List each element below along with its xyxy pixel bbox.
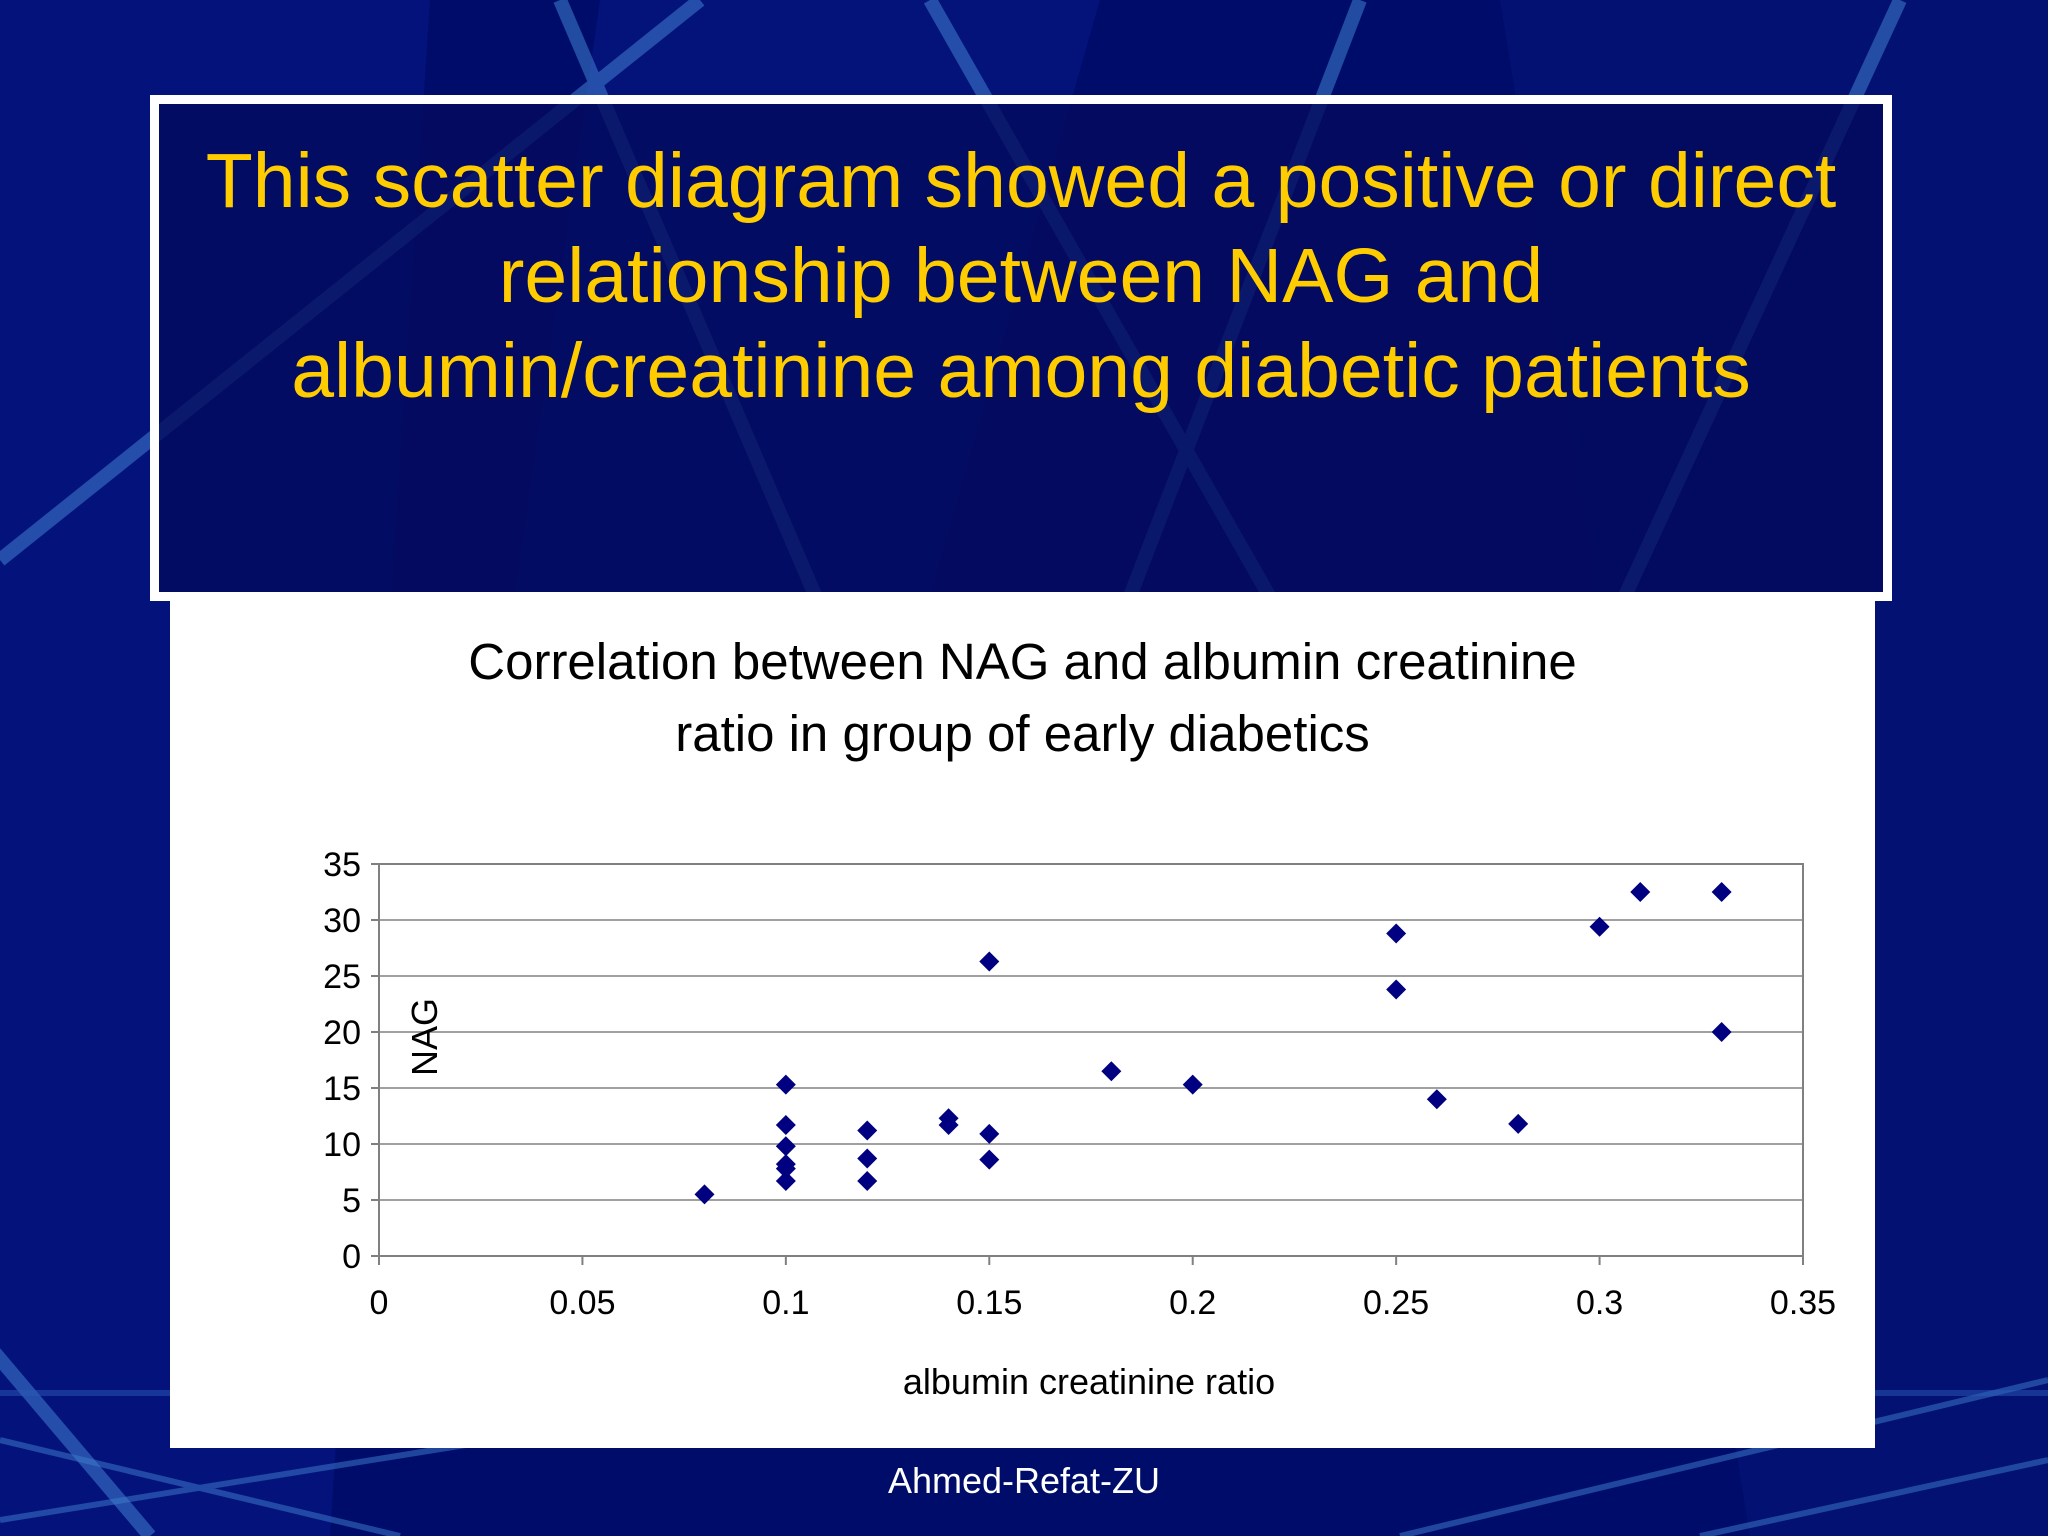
data-point bbox=[1508, 1113, 1529, 1134]
axes bbox=[371, 863, 1804, 1265]
chart-title-line-1: Correlation between NAG and albumin crea… bbox=[468, 633, 1577, 690]
chart-title-line-2: ratio in group of early diabetics bbox=[675, 705, 1370, 762]
data-point bbox=[1386, 923, 1407, 944]
chart-panel: Correlation between NAG and albumin crea… bbox=[170, 596, 1875, 1448]
plot-area-frame bbox=[378, 863, 1804, 1257]
y-tick-label: 0 bbox=[342, 1238, 361, 1276]
data-point bbox=[1426, 1089, 1447, 1110]
y-tick-label: 25 bbox=[323, 958, 361, 996]
data-point bbox=[1589, 916, 1610, 937]
slide-title-line-3: albumin/creatinine among diabetic patien… bbox=[291, 328, 1751, 414]
data-point bbox=[775, 1154, 796, 1175]
y-tick-label: 5 bbox=[342, 1182, 361, 1220]
y-axis-label: NAG bbox=[404, 998, 445, 1076]
data-point bbox=[1182, 1074, 1203, 1095]
slide-title-line-1: This scatter diagram showed a positive o… bbox=[205, 138, 1837, 224]
x-tick-label: 0.3 bbox=[1576, 1284, 1623, 1322]
data-point bbox=[938, 1108, 959, 1129]
footer-credit: Ahmed-Refat-ZU bbox=[887, 1460, 1161, 1501]
data-point bbox=[694, 1184, 715, 1205]
x-tick-label: 0 bbox=[370, 1284, 389, 1322]
x-tick-label: 0.05 bbox=[549, 1284, 615, 1322]
y-tick-label: 15 bbox=[323, 1070, 361, 1108]
data-point bbox=[857, 1148, 878, 1169]
scatter-chart: 0 5 10 15 20 25 30 35 0 0.05 0.1 0.15 0.2 0.25 0.3 0.35… bbox=[323, 846, 1836, 1402]
data-point bbox=[775, 1136, 796, 1157]
data-point bbox=[979, 1123, 1000, 1144]
data-point bbox=[979, 951, 1000, 972]
data-point bbox=[1101, 1061, 1122, 1082]
x-tick-label: 0.25 bbox=[1363, 1284, 1429, 1322]
slide-title-line-2: relationship between NAG and bbox=[498, 233, 1544, 319]
data-point bbox=[979, 1149, 1000, 1170]
data-point bbox=[857, 1170, 878, 1191]
data-point bbox=[775, 1170, 796, 1191]
data-points bbox=[694, 882, 1732, 1205]
slide-title: This scatter diagram showed a positive o… bbox=[159, 134, 1883, 419]
chart-title: Correlation between NAG and albumin crea… bbox=[170, 626, 1875, 770]
title-box: This scatter diagram showed a positive o… bbox=[150, 95, 1892, 601]
data-point bbox=[857, 1120, 878, 1141]
data-point bbox=[1386, 979, 1407, 1000]
x-tick-label: 0.1 bbox=[762, 1284, 809, 1322]
x-tick-label: 0.15 bbox=[956, 1284, 1022, 1322]
data-point bbox=[1711, 1022, 1732, 1042]
y-tick-label: 30 bbox=[323, 902, 361, 940]
x-tick-label: 0.35 bbox=[1770, 1284, 1836, 1322]
x-axis-label: albumin creatinine ratio bbox=[903, 1361, 1275, 1402]
data-point bbox=[775, 1114, 796, 1135]
data-point bbox=[1711, 882, 1732, 902]
y-tick-label: 10 bbox=[323, 1126, 361, 1164]
gridlines bbox=[379, 919, 1803, 1201]
x-tick-label: 0.2 bbox=[1169, 1284, 1216, 1322]
y-tick-label: 20 bbox=[323, 1014, 361, 1052]
data-point bbox=[1630, 882, 1651, 902]
data-point bbox=[775, 1074, 796, 1095]
tick-labels: 0 5 10 15 20 25 30 35 0 0.05 0.1 0.15 0.2 0.25 0.3 0.35 bbox=[323, 846, 1836, 1322]
y-tick-label: 35 bbox=[323, 846, 361, 884]
